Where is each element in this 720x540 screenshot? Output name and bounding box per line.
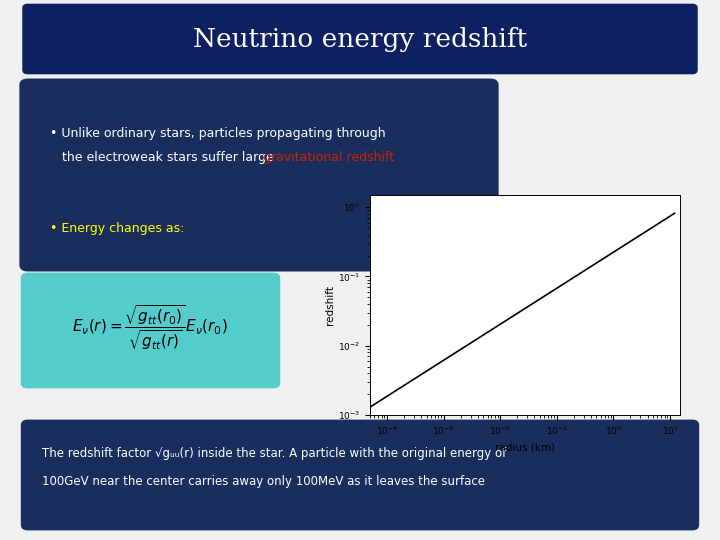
X-axis label: radius (km): radius (km): [495, 443, 555, 453]
FancyBboxPatch shape: [22, 4, 698, 75]
Text: Neutrino energy redshift: Neutrino energy redshift: [193, 26, 527, 51]
Text: The redshift factor √gᵤᵤ(r) inside the star. A particle with the original energy: The redshift factor √gᵤᵤ(r) inside the s…: [42, 447, 506, 460]
Y-axis label: redshift: redshift: [325, 285, 336, 325]
Text: the electroweak stars suffer large: the electroweak stars suffer large: [50, 152, 278, 165]
Text: gravitational redshift: gravitational redshift: [263, 152, 394, 165]
FancyBboxPatch shape: [19, 78, 499, 272]
Text: 100GeV near the center carries away only 100MeV as it leaves the surface: 100GeV near the center carries away only…: [42, 476, 485, 489]
FancyBboxPatch shape: [21, 420, 699, 530]
Text: • Unlike ordinary stars, particles propagating through: • Unlike ordinary stars, particles propa…: [50, 126, 386, 139]
Text: • Energy changes as:: • Energy changes as:: [50, 221, 184, 234]
FancyBboxPatch shape: [21, 273, 280, 388]
Text: $E_\nu(r) = \dfrac{\sqrt{g_{tt}(r_0)}}{\sqrt{g_{tt}(r)}} E_\nu(r_0)$: $E_\nu(r) = \dfrac{\sqrt{g_{tt}(r_0)}}{\…: [72, 303, 228, 352]
